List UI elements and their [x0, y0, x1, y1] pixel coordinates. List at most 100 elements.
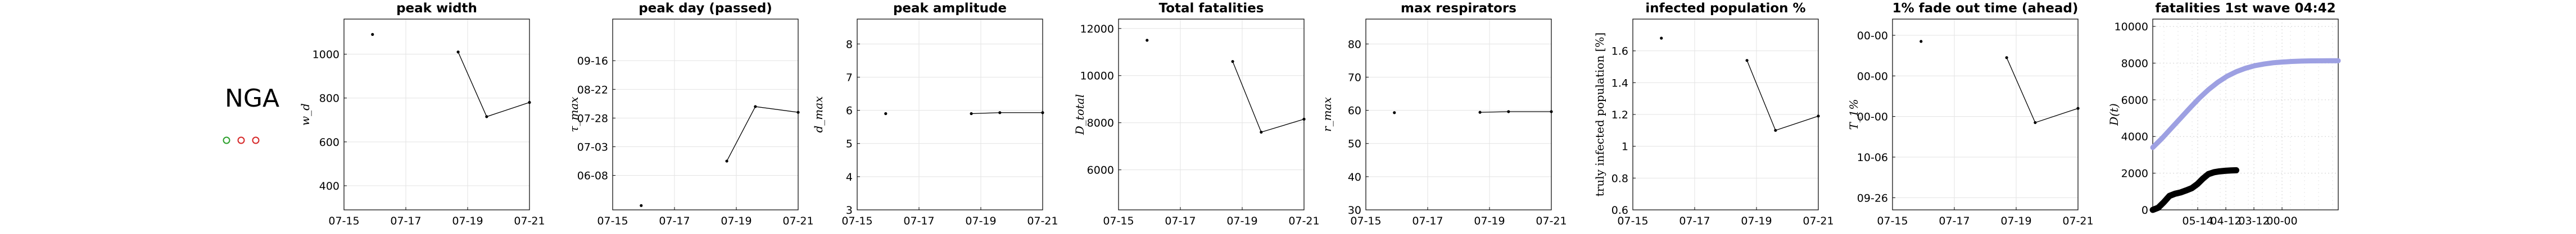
data-point: [1260, 130, 1263, 134]
chart-panel: 1% fade out time (ahead) 07-15 07-17 07-19 0…: [1847, 1, 2094, 227]
chart-title: fatalities 1st wave 04:42: [2155, 1, 2335, 16]
status-indicator-circle: [252, 136, 260, 144]
y-tick-label: 1.6: [1611, 45, 1628, 58]
y-axis-label: D(t): [2107, 103, 2121, 126]
y-tick-label: 1.2: [1611, 109, 1628, 121]
data-point: [1478, 111, 1482, 114]
x-tick-label: 07-19: [1226, 215, 1257, 227]
y-tick-label: 1000: [313, 49, 339, 61]
x-tick-label: 04-12: [2210, 215, 2241, 227]
x-tick-label: 07-15: [597, 215, 628, 227]
y-tick-label: 08-22: [577, 84, 608, 96]
y-tick-label: 3: [846, 204, 853, 217]
y-tick-label: 4000: [2121, 131, 2148, 143]
y-tick-label: 70: [1348, 71, 1361, 84]
x-tick-label: 07-17: [390, 215, 421, 227]
y-tick-label: 09-26: [1857, 192, 1888, 204]
x-tick-label: 07-17: [659, 215, 690, 227]
y-axis-label: d_max: [812, 97, 825, 133]
x-tick-label: 07-15: [1877, 215, 1908, 227]
y-tick-label: 09-16: [577, 55, 608, 67]
chart-title: peak amplitude: [893, 1, 1007, 16]
y-tick-label: 5: [846, 138, 853, 150]
plot-frame: [857, 19, 1043, 210]
data-point: [1146, 39, 1149, 42]
y-tick-label: 60: [1348, 105, 1361, 117]
x-tick-label: 07-21: [1803, 215, 1833, 227]
data-point: [1507, 110, 1510, 113]
x-tick-label: 00-00: [2266, 215, 2297, 227]
y-tick-label: 2000: [2121, 168, 2148, 180]
x-tick-label: 07-19: [2000, 215, 2031, 227]
chart-panel: max respirators 07-15 07-17 07-19 07-21 30 40 5…: [1320, 1, 1567, 227]
y-tick-label: 10000: [2115, 21, 2148, 33]
x-tick-label: 07-21: [514, 215, 545, 227]
y-tick-label: 06-08: [577, 170, 608, 182]
y-tick-label: 4: [846, 171, 853, 183]
x-tick-label: 07-19: [1741, 215, 1772, 227]
x-tick-label: 07-15: [1103, 215, 1134, 227]
plot-frame: [2152, 19, 2339, 210]
y-tick-label: 1.4: [1611, 77, 1628, 89]
y-tick-label: 40: [1348, 171, 1361, 183]
status-indicator-circle: [237, 136, 245, 144]
x-tick-label: 07-21: [1536, 215, 1567, 227]
data-line: [971, 112, 1043, 114]
x-tick-label: 07-21: [2062, 215, 2093, 227]
y-tick-label: 6: [846, 105, 853, 117]
y-tick-label: 0: [2142, 204, 2148, 217]
y-axis-label: r_max: [1320, 97, 1334, 132]
y-tick-label: 80: [1348, 38, 1361, 51]
x-tick-label: 07-21: [1027, 215, 1058, 227]
data-point: [2076, 107, 2080, 110]
y-tick-label: 800: [319, 93, 339, 105]
chart-title: peak day (passed): [639, 1, 772, 16]
data-point: [998, 111, 1002, 114]
x-tick-label: 07-19: [452, 215, 483, 227]
data-point: [2034, 121, 2037, 125]
status-indicators: [223, 136, 260, 144]
x-tick-label: 07-17: [1165, 215, 1196, 227]
x-tick-label: 07-17: [903, 215, 934, 227]
data-point: [1231, 59, 1234, 63]
x-tick-label: 07-17: [1412, 215, 1443, 227]
data-point: [1041, 111, 1044, 114]
y-tick-label: 8000: [1087, 117, 1114, 130]
y-tick-label: 6000: [2121, 94, 2148, 107]
x-tick-label: 07-15: [328, 215, 359, 227]
y-tick-label: 6000: [1087, 164, 1114, 177]
data-point: [754, 105, 757, 108]
y-tick-label: 0.8: [1611, 172, 1628, 185]
y-tick-label: 50: [1348, 138, 1361, 150]
y-axis-label: D_total: [1073, 94, 1086, 135]
plot-frame: [1118, 19, 1305, 210]
y-tick-label: 400: [319, 180, 339, 192]
x-tick-label: 07-17: [1939, 215, 1970, 227]
data-line: [458, 52, 530, 117]
y-axis-label: w_d: [298, 103, 312, 126]
data-line: [726, 106, 799, 162]
data-point: [1774, 129, 1777, 132]
chart-panel: peak width 07-15 07-17 07-19 07-21 400 600 800 1…: [298, 1, 545, 227]
plot-frame: [343, 19, 530, 210]
x-tick-label: 07-21: [782, 215, 813, 227]
x-tick-label: 07-15: [841, 215, 872, 227]
y-tick-label: 10-06: [1857, 152, 1888, 164]
data-point: [796, 111, 800, 114]
y-tick-label: 8000: [2121, 57, 2148, 70]
x-tick-label: 07-19: [965, 215, 996, 227]
data-point: [1919, 40, 1923, 43]
y-tick-label: 10000: [1080, 70, 1114, 82]
data-point: [1550, 110, 1553, 113]
data-point: [371, 33, 374, 36]
y-tick-label: 07-28: [577, 112, 608, 125]
x-tick-label: 03-12: [2238, 215, 2269, 227]
plot-frame: [1365, 19, 1552, 210]
y-tick-label: 7: [846, 71, 853, 84]
y-tick-label: 07-03: [577, 141, 608, 154]
chart-title: max respirators: [1401, 1, 1516, 16]
data-point: [2005, 56, 2008, 59]
y-tick-label: 30: [1348, 204, 1361, 217]
